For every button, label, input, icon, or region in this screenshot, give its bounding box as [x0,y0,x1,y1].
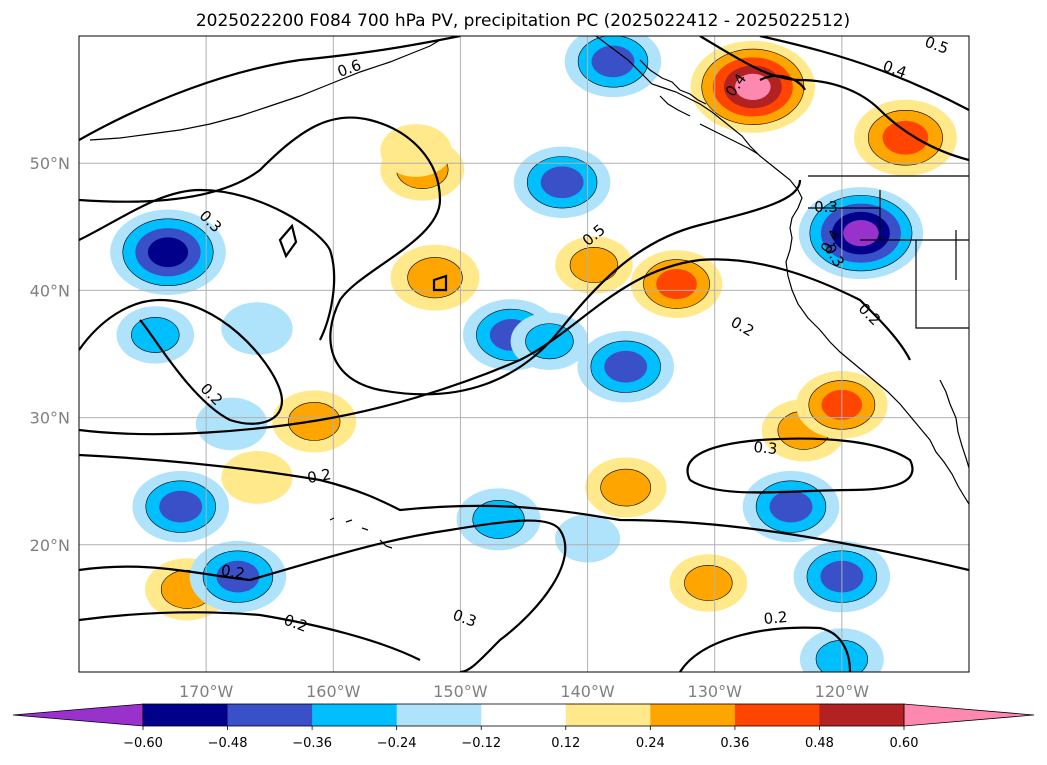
pc-level-fill [472,499,525,539]
lat-tick-label: 20°N [30,536,70,555]
pv-contour-lines [79,36,969,672]
pc-level-fill [569,247,619,283]
pc-area [116,306,195,364]
colorbar-tick-label: −0.48 [208,736,248,751]
pc-area [669,554,748,612]
pc-area [221,451,293,504]
lat-tick-label: 50°N [30,154,70,173]
pc-level-fill [407,257,463,299]
pc-level-fill [591,45,635,78]
lon-tick-label: 160°W [306,682,361,701]
pv-contour-label: 0.2 [220,561,247,583]
pv-contour-label: 0.2 [763,608,788,628]
colorbar-segment [650,704,736,726]
lon-tick-label: 130°W [688,682,743,701]
pc-area [132,470,230,543]
pc-area [110,209,226,295]
pc-level-fill [195,397,268,451]
coastlines [89,36,969,549]
colorbar-extend-min [12,703,144,727]
colorbar-tick-label: −0.60 [123,736,163,751]
longitude-tick-labels: 170°W 160°W 150°W 140°W 130°W 120°W [179,682,869,701]
pc-area [555,236,633,294]
pc-level-fill [540,166,584,199]
colorbar-outline [142,703,905,727]
pc-level-fill [656,269,697,300]
colorbar-tick-label: 0.36 [720,736,749,751]
pc-area [798,187,924,280]
pc-area [390,244,480,311]
pv-contour-label: 0.3 [814,198,838,216]
pc-area [195,397,268,451]
colorbar-segment [734,704,820,726]
lon-tick-label: 170°W [179,682,234,701]
colorbar-segment [565,704,651,726]
pc-level-fill [882,120,929,155]
colorbar-tick-label: 0.24 [636,736,665,751]
colorbar-segment [819,704,905,726]
latitude-tick-labels: 50°N 40°N 30°N 20°N [30,154,70,555]
pc-level-fill [380,124,452,177]
lon-tick-label: 140°W [560,682,615,701]
colorbar-tick-labels: −0.60 −0.48 −0.36 −0.24 −0.12 0.12 0.24 0.36 0.4… [123,726,918,751]
pv-contour-label: 0.3 [753,438,778,458]
lat-tick-label: 40°N [30,281,70,300]
colorbar-tick-label: 0.60 [890,736,919,751]
pc-area [380,124,452,177]
pc-area [630,250,723,318]
pc-level-fill [684,565,733,601]
map-frame [78,35,970,673]
pc-area [690,40,816,133]
colorbar-tick-label: −0.36 [292,736,332,751]
pc-area [577,331,675,403]
colorbar-segment [143,704,229,726]
pc-level-fill [600,468,652,507]
pc-level-fill [221,302,293,355]
pv-contour-labels: 0.60.50.50.40.40.30.30.30.30.30.20.20.20… [196,36,951,636]
colorbar-tick-label: −0.12 [461,736,501,751]
pc-area [853,99,957,176]
pc-area [513,146,611,218]
pc-level-fill [159,490,203,523]
lon-tick-label: 150°W [433,682,488,701]
colorbar-segment [481,704,567,726]
colorbar-tick-label: 0.12 [551,736,580,751]
lat-tick-label: 30°N [30,409,70,428]
lon-tick-label: 120°W [815,682,870,701]
pc-level-fill [221,451,293,504]
pc-area [456,488,541,551]
pc-area [585,457,667,518]
pc-level-fill [216,560,260,593]
pc-level-fill [769,490,813,523]
pc-area [742,470,840,543]
pc-area [189,540,287,613]
chart-title: 2025022200 F084 700 hPa PV, precipitatio… [196,11,850,31]
colorbar-extend-max [903,703,1035,727]
colorbar-segment [227,704,313,726]
pc-area [221,302,293,355]
pc-level-fill [147,237,189,268]
colorbar-segment [396,704,482,726]
colorbar-tick-label: −0.24 [377,736,417,751]
colorbar-segment [312,704,398,726]
pv-contour-label: 0.2 [306,465,333,487]
pc-level-fill [843,220,879,247]
pc-area [564,36,662,98]
pc-level-fill [131,316,180,353]
pc-level-fill [604,350,648,383]
colorbar-tick-label: 0.48 [805,736,834,751]
colorbar [12,703,1035,727]
